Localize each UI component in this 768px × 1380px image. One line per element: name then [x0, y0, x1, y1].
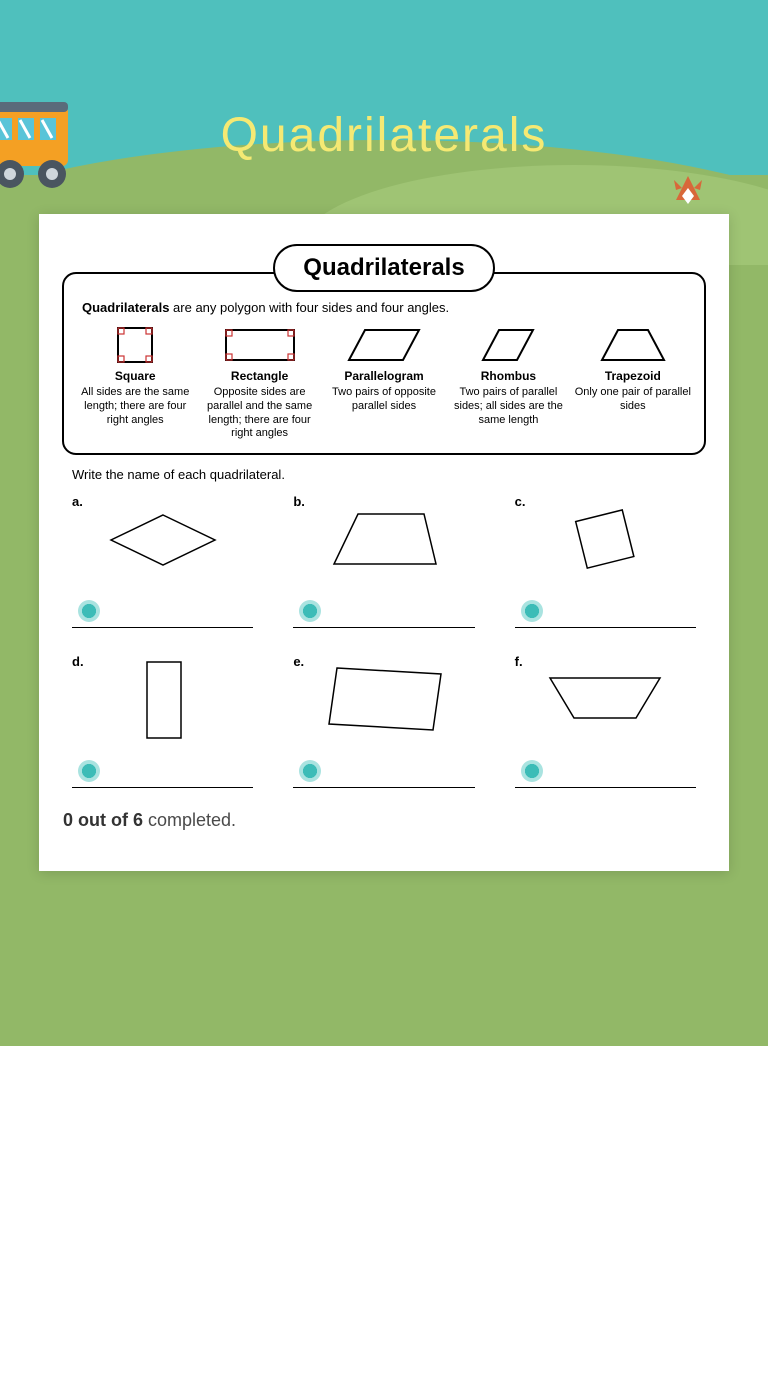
question-letter: d.	[72, 654, 84, 669]
ref-item-trapezoid: Trapezoid Only one pair of parallel side…	[574, 323, 692, 441]
ref-shape-rectangle	[200, 323, 318, 367]
ref-name: Rectangle	[200, 369, 318, 384]
question-shape-trapezoid	[283, 496, 484, 576]
progress-text: 0 out of 6 completed.	[39, 800, 729, 831]
ref-shape-square	[76, 323, 194, 367]
page-background: Quadrilaterals Quadrilaterals Quadrilate…	[0, 0, 768, 1046]
ref-desc: Two pairs of opposite parallel sides	[325, 386, 443, 414]
instruction-text: Write the name of each quadrilateral.	[72, 467, 706, 482]
cloud-decoration	[0, 0, 768, 90]
reference-intro: Quadrilaterals are any polygon with four…	[76, 300, 692, 315]
page-title: Quadrilaterals	[0, 108, 768, 163]
ref-shape-trapezoid	[574, 323, 692, 367]
intro-rest: are any polygon with four sides and four…	[169, 300, 449, 315]
worksheet-content: Quadrilaterals Quadrilaterals are any po…	[39, 214, 729, 800]
reference-row: Square All sides are the same length; th…	[76, 323, 692, 441]
answer-input-c[interactable]	[515, 594, 696, 628]
answer-marker-icon	[521, 760, 543, 782]
question-shape-trapezoid	[505, 656, 706, 736]
answer-input-d[interactable]	[72, 754, 253, 788]
question-cell-d: d.	[62, 650, 263, 800]
answer-marker-icon	[78, 600, 100, 622]
question-letter: a.	[72, 494, 83, 509]
intro-bold: Quadrilaterals	[82, 300, 169, 315]
ref-desc: Only one pair of parallel sides	[574, 386, 692, 414]
answer-input-e[interactable]	[293, 754, 474, 788]
ref-desc: All sides are the same length; there are…	[76, 386, 194, 427]
question-cell-a: a.	[62, 490, 263, 640]
question-shape-rectangle	[62, 656, 263, 736]
question-letter: f.	[515, 654, 523, 669]
question-letter: c.	[515, 494, 526, 509]
ref-name: Parallelogram	[325, 369, 443, 384]
answer-marker-icon	[521, 600, 543, 622]
question-shape-square	[505, 496, 706, 576]
ref-item-parallelogram: Parallelogram Two pairs of opposite para…	[325, 323, 443, 441]
question-letter: e.	[293, 654, 304, 669]
progress-bold: 0 out of 6	[63, 810, 143, 830]
answer-input-f[interactable]	[515, 754, 696, 788]
question-shape-rhombus	[62, 496, 263, 576]
ref-name: Square	[76, 369, 194, 384]
ref-item-rectangle: Rectangle Opposite sides are parallel an…	[200, 323, 318, 441]
question-cell-b: b.	[283, 490, 484, 640]
fox-icon	[668, 170, 708, 215]
ref-shape-parallelogram	[325, 323, 443, 367]
progress-rest: completed.	[143, 810, 236, 830]
answer-input-a[interactable]	[72, 594, 253, 628]
answer-marker-icon	[299, 600, 321, 622]
ref-name: Rhombus	[449, 369, 567, 384]
question-shape-parallelogram	[283, 656, 484, 736]
answer-marker-icon	[299, 760, 321, 782]
ref-desc: Two pairs of parallel sides; all sides a…	[449, 386, 567, 427]
question-grid: a. b.	[54, 490, 714, 800]
ref-shape-rhombus	[449, 323, 567, 367]
ref-name: Trapezoid	[574, 369, 692, 384]
question-cell-e: e.	[283, 650, 484, 800]
question-letter: b.	[293, 494, 305, 509]
ref-item-rhombus: Rhombus Two pairs of parallel sides; all…	[449, 323, 567, 441]
question-cell-c: c.	[505, 490, 706, 640]
question-cell-f: f.	[505, 650, 706, 800]
worksheet-card: Quadrilaterals Quadrilaterals are any po…	[39, 214, 729, 871]
reference-box: Quadrilaterals are any polygon with four…	[62, 272, 706, 455]
answer-input-b[interactable]	[293, 594, 474, 628]
ref-desc: Opposite sides are parallel and the same…	[200, 386, 318, 441]
answer-marker-icon	[78, 760, 100, 782]
ref-item-square: Square All sides are the same length; th…	[76, 323, 194, 441]
worksheet-title-pill: Quadrilaterals	[273, 244, 494, 292]
